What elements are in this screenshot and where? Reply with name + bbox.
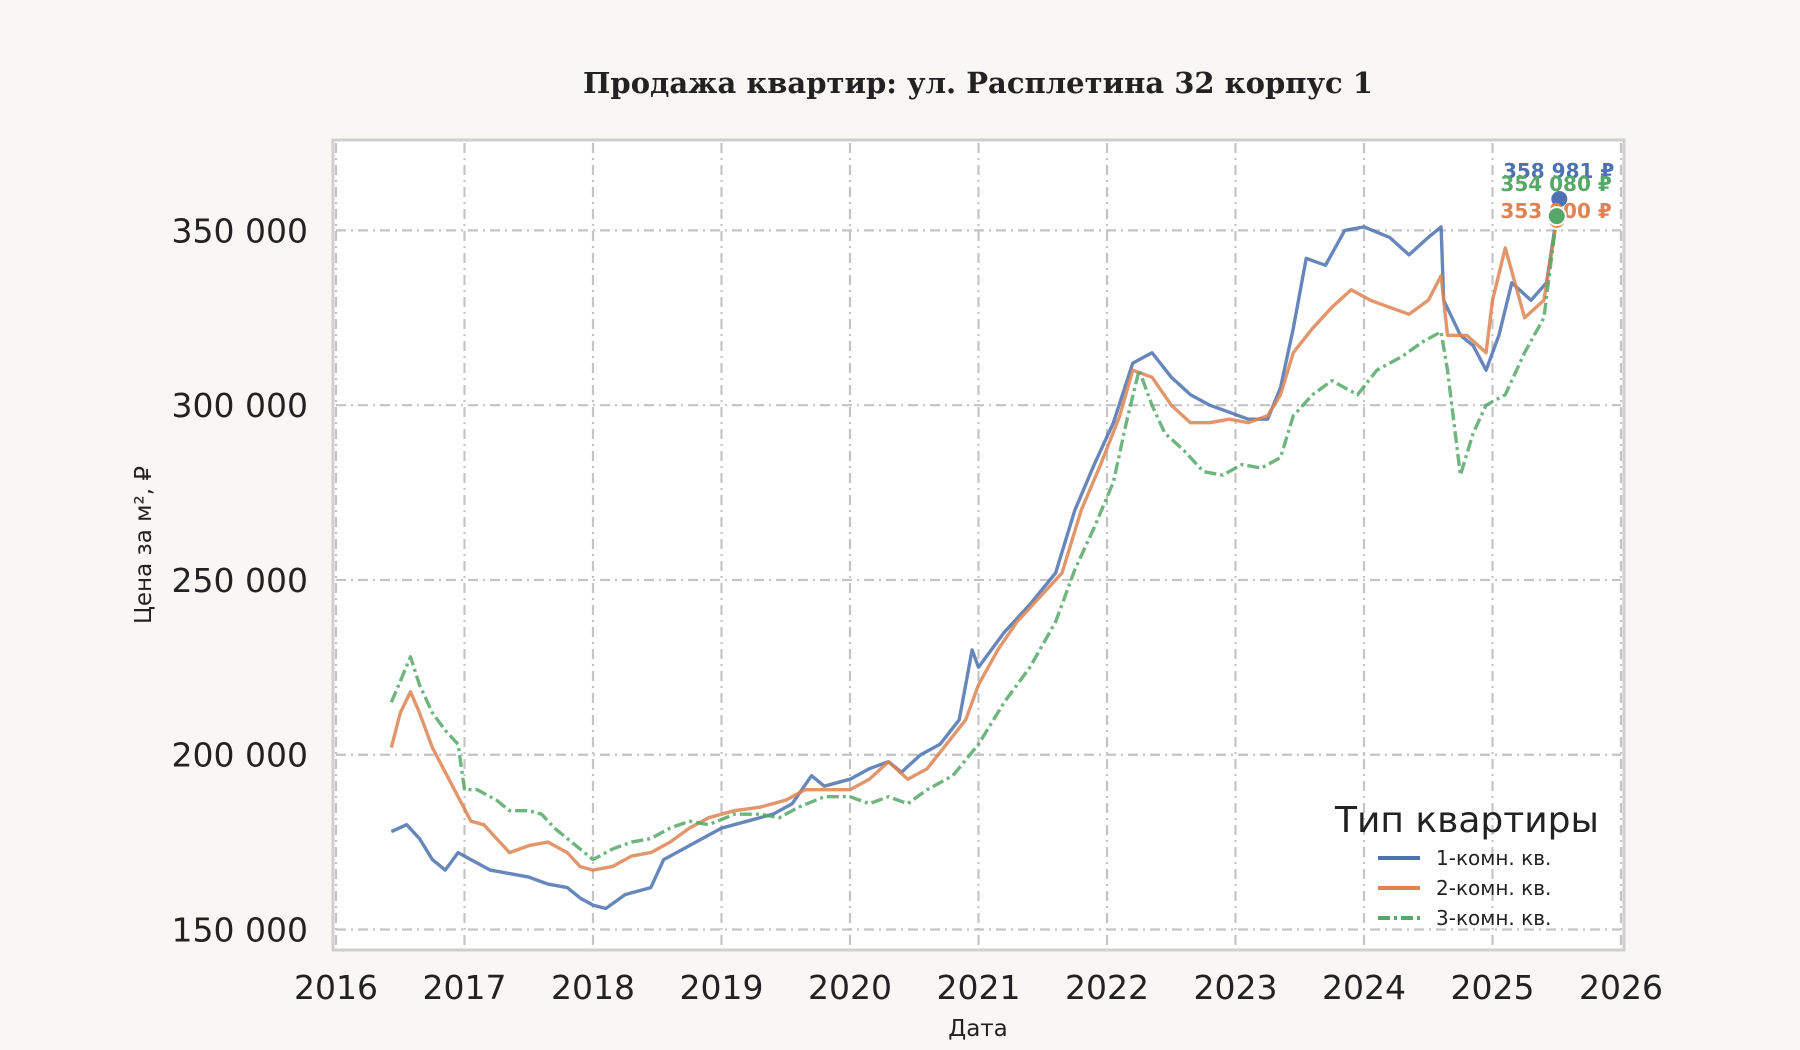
end-markers: 358 981 ₽353 000 ₽354 080 ₽ [1500, 159, 1614, 230]
x-tick-label: 2019 [680, 968, 764, 1007]
x-tick-label: 2018 [551, 968, 635, 1007]
x-axis-label: Дата [948, 1016, 1008, 1042]
x-tick-label: 2022 [1065, 968, 1149, 1007]
series-line-1 [390, 198, 1561, 911]
legend-label-3: 3-комн. кв. [1436, 906, 1551, 930]
x-axis: 2016 2017 2018 2019 2020 2021 2022 2023 2024 2025… [294, 968, 1663, 1007]
y-axis: 150 000 200 000 250 000 300 000 350 000 [172, 211, 308, 949]
y-axis-label: Цена за м², ₽ [131, 466, 157, 624]
series-line-2 [389, 219, 1559, 872]
end-value-label-1: 358 981 ₽ [1503, 159, 1614, 183]
y-tick-label: 300 000 [172, 386, 308, 425]
x-tick-label: 2016 [294, 968, 378, 1007]
x-tick-label: 2026 [1579, 968, 1663, 1007]
legend-label-1: 1-комн. кв. [1436, 846, 1551, 870]
y-tick-label: 200 000 [172, 736, 308, 775]
legend-label-2: 2-комн. кв. [1436, 876, 1551, 900]
y-tick-label: 350 000 [172, 211, 308, 250]
x-tick-label: 2025 [1451, 968, 1535, 1007]
x-tick-label: 2021 [937, 968, 1021, 1007]
series-line-3 [389, 215, 1559, 862]
legend: Тип квартиры 1-комн. кв. 2-комн. кв. 3-к… [1334, 800, 1599, 930]
x-tick-label: 2023 [1194, 968, 1278, 1007]
legend-title: Тип квартиры [1334, 800, 1599, 841]
x-tick-label: 2024 [1322, 968, 1406, 1007]
end-point-marker-3 [1546, 206, 1567, 227]
x-tick-label: 2020 [808, 968, 892, 1007]
y-tick-label: 250 000 [172, 561, 308, 600]
y-tick-label: 150 000 [172, 911, 308, 950]
chart-title: Продажа квартир: ул. Расплетина 32 корпу… [583, 66, 1373, 100]
end-value-label-3: 354 080 ₽ [1500, 172, 1611, 196]
series-layer [389, 198, 1561, 911]
x-tick-label: 2017 [423, 968, 507, 1007]
grid [334, 143, 1623, 947]
